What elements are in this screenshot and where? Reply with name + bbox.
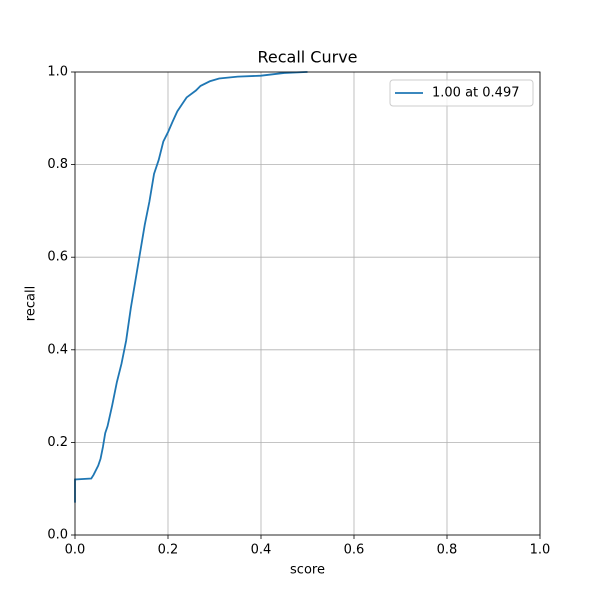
y-tick-label: 0.0: [47, 528, 68, 543]
y-tick-label: 0.4: [47, 342, 68, 357]
chart-title: Recall Curve: [257, 48, 357, 67]
x-tick-label: 0.8: [437, 543, 458, 558]
legend-box: [389, 79, 534, 107]
y-tick-label: 0.8: [47, 157, 68, 172]
x-tick-label: 1.0: [530, 543, 551, 558]
y-tick-label: 0.2: [47, 435, 68, 450]
x-tick-label: 0.4: [251, 543, 272, 558]
y-tick-label: 0.6: [47, 250, 68, 265]
y-tick-label: 1.0: [47, 65, 68, 80]
line-series: [74, 71, 308, 503]
x-tick-label: 0.2: [158, 543, 179, 558]
legend-label: 1.00 at 0.497: [432, 86, 520, 101]
y-axis-label: recall: [24, 286, 39, 321]
plot-frame: [74, 71, 541, 536]
x-axis-label: score: [290, 563, 325, 578]
x-tick-label: 0.6: [344, 543, 365, 558]
x-tick-label: 0.0: [65, 543, 86, 558]
